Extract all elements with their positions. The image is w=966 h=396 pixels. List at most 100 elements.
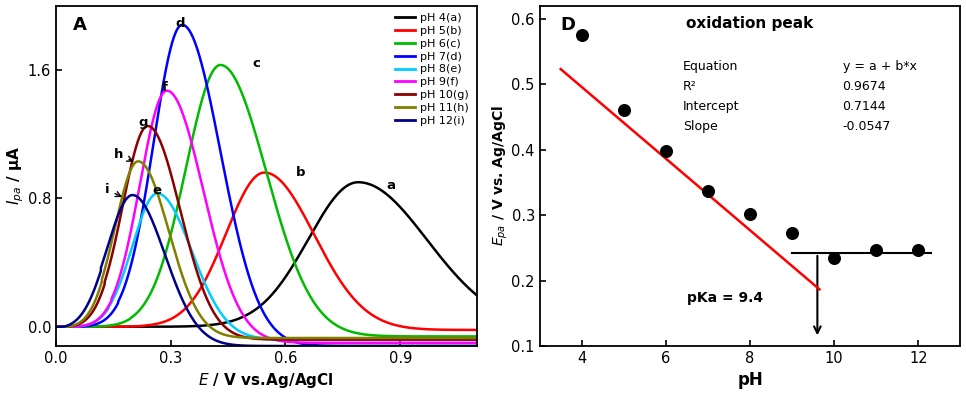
pH 7(d) — [230, 223, 242, 228]
pH 8(e) — [123, 255, 134, 260]
Point — [616, 107, 632, 114]
Text: A: A — [72, 16, 87, 34]
pH 4(a) — [470, 293, 482, 297]
pH 11(h) — [230, 335, 242, 339]
pH 5(b) — [463, 327, 474, 332]
pH 12(i) — [463, 344, 474, 348]
Text: D: D — [560, 16, 576, 34]
pH 4(a) — [50, 324, 62, 329]
pH 9(f) — [161, 88, 173, 93]
Text: b: b — [296, 166, 305, 179]
Text: h: h — [114, 148, 132, 161]
pH 5(b) — [50, 324, 62, 329]
Text: pKa = 9.4: pKa = 9.4 — [687, 291, 763, 305]
pH 9(f) — [417, 341, 429, 345]
pH 11(h) — [463, 336, 474, 341]
pH 12(i) — [230, 343, 242, 347]
pH 6(c) — [230, 77, 242, 82]
pH 12(i) — [417, 344, 429, 348]
Point — [574, 32, 589, 38]
Text: oxidation peak: oxidation peak — [687, 16, 813, 31]
pH 7(d) — [470, 344, 482, 348]
pH 9(f) — [50, 324, 62, 329]
pH 10(g) — [212, 316, 223, 320]
pH 6(c) — [470, 334, 482, 339]
Line: pH 8(e): pH 8(e) — [56, 194, 476, 340]
pH 4(a) — [230, 318, 242, 322]
pH 4(a) — [123, 324, 134, 329]
pH 11(h) — [123, 172, 134, 177]
pH 11(h) — [50, 324, 62, 329]
pH 9(f) — [230, 299, 242, 303]
pH 12(i) — [50, 324, 62, 329]
pH 5(b) — [212, 252, 223, 257]
Line: pH 10(g): pH 10(g) — [56, 126, 476, 340]
pH 7(d) — [177, 23, 188, 27]
pH 8(e) — [50, 324, 62, 329]
pH 7(d) — [99, 318, 110, 323]
pH 6(c) — [212, 64, 223, 69]
pH 4(a) — [353, 180, 364, 185]
pH 11(h) — [99, 270, 110, 275]
pH 12(i) — [212, 339, 223, 343]
X-axis label: $E$ / V vs.Ag/AgCl: $E$ / V vs.Ag/AgCl — [198, 371, 334, 390]
pH 6(c) — [50, 324, 62, 329]
Line: pH 7(d): pH 7(d) — [56, 25, 476, 346]
pH 6(c) — [99, 324, 110, 328]
pH 11(h) — [132, 159, 144, 164]
Line: pH 11(h): pH 11(h) — [56, 161, 476, 338]
Point — [700, 188, 716, 194]
Line: pH 9(f): pH 9(f) — [56, 91, 476, 343]
pH 7(d) — [417, 344, 429, 348]
Legend: pH 4(a), pH 5(b), pH 6(c), pH 7(d), pH 8(e), pH 9(f), pH 10(g), pH 11(h), pH 12(: pH 4(a), pH 5(b), pH 6(c), pH 7(d), pH 8… — [392, 11, 471, 128]
Line: pH 4(a): pH 4(a) — [56, 182, 476, 327]
pH 7(d) — [123, 270, 134, 275]
pH 11(h) — [417, 336, 429, 341]
pH 11(h) — [212, 329, 223, 334]
Y-axis label: $E_{pa}$ / V vs. Ag/AgCl: $E_{pa}$ / V vs. Ag/AgCl — [491, 105, 510, 246]
pH 6(c) — [123, 317, 134, 322]
pH 10(g) — [50, 324, 62, 329]
pH 4(a) — [99, 324, 110, 329]
pH 7(d) — [463, 344, 474, 348]
pH 8(e) — [457, 337, 469, 342]
pH 9(f) — [212, 245, 223, 249]
Line: pH 5(b): pH 5(b) — [56, 173, 476, 330]
X-axis label: pH: pH — [737, 371, 763, 389]
pH 9(f) — [463, 341, 474, 345]
pH 8(e) — [470, 337, 482, 342]
Line: pH 6(c): pH 6(c) — [56, 65, 476, 336]
pH 10(g) — [123, 174, 134, 179]
pH 10(g) — [463, 337, 474, 342]
pH 4(a) — [212, 322, 223, 327]
pH 7(d) — [212, 133, 223, 138]
pH 5(b) — [259, 170, 270, 175]
pH 4(a) — [463, 286, 474, 290]
pH 5(b) — [230, 208, 242, 213]
pH 6(c) — [463, 334, 474, 339]
pH 9(f) — [99, 311, 110, 316]
pH 12(i) — [415, 344, 427, 348]
pH 10(g) — [99, 284, 110, 289]
Point — [911, 247, 926, 253]
Text: f: f — [162, 81, 168, 94]
pH 6(c) — [417, 334, 429, 339]
pH 10(g) — [470, 337, 482, 342]
pH 9(f) — [123, 238, 134, 243]
pH 12(i) — [127, 193, 138, 198]
Text: i: i — [105, 183, 121, 196]
pH 8(e) — [230, 326, 242, 331]
pH 8(e) — [417, 337, 429, 342]
Line: pH 12(i): pH 12(i) — [56, 195, 476, 346]
Text: a: a — [386, 179, 395, 192]
pH 5(b) — [470, 327, 482, 332]
pH 10(g) — [230, 332, 242, 337]
pH 12(i) — [99, 256, 110, 261]
pH 10(g) — [417, 337, 429, 342]
Text: g: g — [138, 116, 148, 129]
pH 6(c) — [214, 63, 226, 67]
Point — [868, 247, 884, 253]
pH 8(e) — [152, 191, 163, 196]
pH 8(e) — [463, 337, 474, 342]
pH 10(g) — [432, 337, 443, 342]
